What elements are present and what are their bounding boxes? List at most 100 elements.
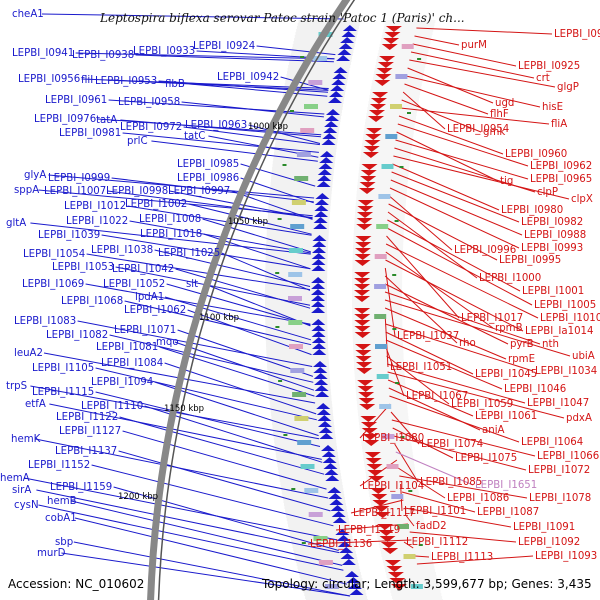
gene-label-left[interactable]: cheA1	[12, 9, 44, 20]
gene-label-left[interactable]: LEPBI_I1110	[81, 401, 143, 412]
gene-label-left[interactable]: LEPBI_I1038	[91, 245, 153, 256]
gene-label-right[interactable]: fliA	[551, 119, 567, 130]
gene-label-right[interactable]: LEPBI_I1047	[527, 398, 589, 409]
gene-label-left[interactable]: LEPBI_I1152	[28, 460, 90, 471]
gene-label-right[interactable]: rpmB	[495, 323, 523, 334]
gene-label-right[interactable]: LEPBI_I1064	[521, 437, 583, 448]
gene-label-right[interactable]: LEPBI_I0995	[499, 255, 561, 266]
gene-label-right[interactable]: LEPBI_I1067	[406, 391, 468, 402]
gene-label-left[interactable]: LEPBI_I1012	[64, 201, 126, 212]
gene-label-right[interactable]: LEPBI_I1086	[447, 493, 509, 504]
gene-label-left[interactable]: lpdA1	[135, 292, 164, 303]
gene-label-right[interactable]: LEPBI_I1136	[310, 539, 372, 550]
gene-label-left[interactable]: LEPBI_I0953	[95, 76, 157, 87]
gene-label-right[interactable]: LEPBI_I0965	[530, 174, 592, 185]
gene-label-left[interactable]: LEPBI_I1022	[66, 216, 128, 227]
gene-label-left[interactable]: LEPBI_I0938	[72, 50, 134, 61]
gene-label-left[interactable]: LEPBI_I1084	[101, 358, 163, 369]
gene-label-left[interactable]: LEPBI_I1071	[114, 325, 176, 336]
gene-label-left[interactable]: cobA1	[45, 513, 77, 524]
gene-label-right[interactable]: LEPBI_I1085	[420, 477, 482, 488]
gene-label-right[interactable]: LEPBI_I0911	[554, 29, 600, 40]
gene-label-right[interactable]: LEPBI_I1037	[397, 331, 459, 342]
gene-label-left[interactable]: slt	[186, 279, 198, 290]
gene-label-left[interactable]: LEPBI_I0972	[120, 122, 182, 133]
gene-label-left[interactable]: LEPBI_I1054	[23, 249, 85, 260]
gene-label-right[interactable]: LEPBI_I0982	[521, 217, 583, 228]
gene-label-right[interactable]: LEPBI_I1005	[534, 300, 596, 311]
gene-label-right[interactable]: LEPBI_I1080	[362, 433, 424, 444]
gene-label-left[interactable]: LEPBI_I0998	[106, 186, 168, 197]
gene-label-left[interactable]: hemK	[11, 434, 41, 445]
gene-label-left[interactable]: LEPBI_I1159	[50, 482, 112, 493]
gene-label-right[interactable]: LEPBI_I1051	[390, 362, 452, 373]
gene-label-left[interactable]: LEPBI_I1094	[91, 377, 153, 388]
gene-label-left[interactable]: trpS	[6, 381, 27, 392]
gene-label-left[interactable]: LEPBI_I0958	[118, 97, 180, 108]
gene-label-right[interactable]: clpX	[571, 194, 593, 205]
gene-label-right[interactable]: LEPBI_I0980	[501, 205, 563, 216]
gene-label-right[interactable]: LEPBI_I1000	[479, 273, 541, 284]
gene-label-left[interactable]: LEPBI_I1082	[46, 330, 108, 341]
gene-label-right[interactable]: LEPBI_I1113	[431, 552, 493, 563]
gene-label-right[interactable]: LEPBI_I0925	[518, 61, 580, 72]
gene-label-right[interactable]: LEPBI_I1091	[513, 522, 575, 533]
gene-label-right[interactable]: glgP	[557, 82, 579, 93]
gene-label-right[interactable]: LEPBI_Ia1014	[525, 326, 594, 337]
gene-label-left[interactable]: LEPBI_I0986	[177, 173, 239, 184]
gene-label-right[interactable]: fadD2	[416, 521, 447, 532]
gene-label-right[interactable]: pyrB	[510, 339, 534, 350]
gene-label-left[interactable]: LEPBI_I0956	[18, 74, 80, 85]
gene-label-left[interactable]: LEPBI_I0999	[48, 173, 110, 184]
gene-label-left[interactable]: LEPBI_I1083	[14, 316, 76, 327]
gene-label-right[interactable]: LEPBI_I1074	[421, 439, 483, 450]
gene-label-right[interactable]: LEPBI_I1104	[362, 481, 424, 492]
gene-label-right[interactable]: nth	[542, 339, 559, 350]
gene-label-left[interactable]: LEPBI_I1007	[44, 186, 106, 197]
gene-label-left[interactable]: LEPBI_I1052	[103, 279, 165, 290]
gene-label-left[interactable]: LEPBI_I1042	[112, 264, 174, 275]
gene-label-left[interactable]: flbB	[165, 79, 185, 90]
gene-label-left[interactable]: LEPBI_I0963	[185, 120, 247, 131]
gene-label-left[interactable]: LEPBI_I1068	[61, 296, 123, 307]
gene-label-left[interactable]: LEPBI_I1122	[56, 412, 118, 423]
gene-label-left[interactable]: tatA	[96, 115, 117, 126]
gene-label-left[interactable]: LEPBI_I1002	[125, 199, 187, 210]
gene-label-right[interactable]: purM	[461, 40, 487, 51]
gene-label-right[interactable]: aniA	[482, 425, 505, 436]
gene-label-right[interactable]: LEPBI_I0996	[454, 245, 516, 256]
gene-label-left[interactable]: tatC	[184, 131, 205, 142]
gene-label-right[interactable]: LEPBI_I0962	[530, 161, 592, 172]
gene-label-left[interactable]: LEPBI_I0997	[168, 186, 230, 197]
gene-label-left[interactable]: LEPBI_I1062	[124, 305, 186, 316]
gene-label-right[interactable]: LEPBI_I1046	[504, 384, 566, 395]
gene-label-right[interactable]: LEPBI_I1093	[535, 551, 597, 562]
gene-label-left[interactable]: sirA	[12, 485, 31, 496]
gene-label-right[interactable]: LEPBI_I1087	[477, 507, 539, 518]
gene-label-right[interactable]: LEPBI_I0993	[521, 243, 583, 254]
gene-label-right[interactable]: LEPBI_I1112	[406, 537, 468, 548]
gene-label-right[interactable]: LEPBI_I1045	[475, 369, 537, 380]
gene-label-right[interactable]: rho	[459, 338, 476, 349]
gene-label-right[interactable]: gmk	[483, 127, 505, 138]
gene-label-right[interactable]: LEPBI_I1034	[535, 366, 597, 377]
gene-label-left[interactable]: sbp	[55, 537, 73, 548]
gene-label-left[interactable]: LEPBI_I0941	[12, 48, 74, 59]
gene-label-left[interactable]: LEPBI_I0933	[133, 46, 195, 57]
gene-label-left[interactable]: leuA2	[14, 348, 43, 359]
gene-label-right[interactable]: LEPBI_I1078	[529, 493, 591, 504]
gene-label-left[interactable]: etfA	[25, 399, 46, 410]
gene-label-left[interactable]: LEPBI_I1115	[32, 387, 94, 398]
gene-label-right[interactable]: hisE	[542, 102, 563, 113]
gene-label-left[interactable]: LEPBI_I1025	[158, 248, 220, 259]
gene-label-right[interactable]: LEPBI_I1010	[540, 313, 600, 324]
gene-label-left[interactable]: hemB	[47, 496, 77, 507]
gene-label-left[interactable]: LEPBI_I0961	[45, 95, 107, 106]
gene-label-left[interactable]: glyA	[24, 170, 46, 181]
gene-label-left[interactable]: sppA	[14, 185, 39, 196]
gene-label-left[interactable]: LEPBI_I1137	[55, 446, 117, 457]
gene-label-right[interactable]: LEPBI_I1017	[461, 313, 523, 324]
gene-label-right[interactable]: LEPBI_I1061	[475, 411, 537, 422]
gene-label-right[interactable]: ugd	[495, 98, 514, 109]
gene-label-left[interactable]: mqo	[156, 337, 179, 348]
